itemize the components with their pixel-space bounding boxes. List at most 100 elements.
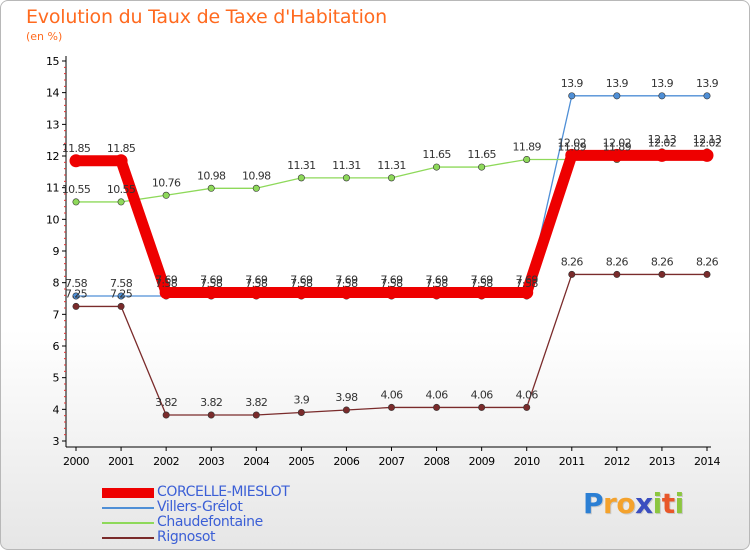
data-point-villers-gr-lot	[703, 92, 711, 100]
data-point-rignosot	[252, 411, 260, 419]
y-tick-label: 10	[46, 213, 59, 226]
y-tick-label: 15	[46, 55, 59, 68]
data-label-corcelle-mieslot: 11.85	[107, 142, 136, 155]
data-label-chaudefontaine: 11.89	[558, 140, 587, 153]
data-label-corcelle-mieslot: 7.69	[426, 273, 449, 286]
data-label-chaudefontaine: 11.31	[332, 159, 361, 172]
data-label-chaudefontaine: 10.55	[107, 183, 136, 196]
x-tick-label: 2011	[559, 455, 585, 468]
axes: 3 4 5 6 7 8 9 10 11 12 13 14 15 2000 2001 2002 2003 2004 2…	[46, 55, 721, 468]
data-point-chaudefontaine	[117, 198, 125, 206]
data-point-villers-gr-lot	[117, 292, 125, 300]
x-tick-label: 2009	[469, 455, 495, 468]
x-tick-label: 2001	[108, 455, 134, 468]
data-point-rignosot	[342, 406, 350, 414]
data-label-villers-gr-lot: 7.58	[290, 277, 313, 290]
logo-letter: i	[652, 487, 663, 520]
y-tick-label: 7	[53, 308, 60, 321]
data-point-rignosot	[72, 302, 80, 310]
y-tick-label: 5	[53, 372, 60, 385]
data-label-rignosot: 3.82	[200, 396, 222, 409]
data-point-corcelle-mieslot	[610, 148, 624, 162]
data-point-rignosot	[523, 403, 531, 411]
logo-letter: x	[635, 487, 653, 520]
data-label-corcelle-mieslot: 7.69	[335, 273, 358, 286]
y-tick-label: 3	[53, 435, 60, 448]
data-label-corcelle-mieslot: 7.69	[155, 273, 178, 286]
data-label-rignosot: 3.9	[294, 394, 310, 407]
data-point-corcelle-mieslot	[655, 148, 669, 162]
data-label-rignosot: 8.26	[651, 255, 674, 268]
data-point-rignosot	[207, 411, 215, 419]
data-label-corcelle-mieslot: 7.69	[200, 273, 223, 286]
logo-letter: P	[583, 487, 604, 520]
data-label-chaudefontaine: 11.31	[287, 159, 316, 172]
data-label-corcelle-mieslot: 11.85	[62, 142, 91, 155]
data-point-corcelle-mieslot	[204, 285, 218, 299]
legend-label: CORCELLE-MIESLOT	[157, 484, 290, 500]
data-label-corcelle-mieslot: 7.69	[471, 273, 494, 286]
data-label-rignosot: 4.06	[426, 388, 449, 401]
chart-title: Evolution du Taux de Taxe d'Habitation	[26, 6, 387, 28]
y-tick-label: 13	[46, 118, 59, 131]
data-point-corcelle-mieslot	[339, 285, 353, 299]
data-label-chaudefontaine: 11.65	[422, 148, 451, 161]
y-tick-label: 4	[53, 403, 60, 416]
data-point-rignosot	[568, 270, 576, 278]
data-point-corcelle-mieslot	[520, 285, 534, 299]
data-label-villers-gr-lot: 13.9	[696, 77, 719, 90]
data-point-corcelle-mieslot	[385, 285, 398, 299]
data-point-chaudefontaine	[433, 163, 441, 171]
data-label-villers-gr-lot: 7.58	[471, 277, 494, 290]
series-layer	[69, 92, 714, 419]
data-label-corcelle-mieslot: 12.02	[558, 136, 587, 149]
data-point-corcelle-mieslot	[249, 285, 263, 299]
data-point-chaudefontaine	[162, 191, 170, 199]
data-point-rignosot	[297, 408, 305, 416]
data-label-villers-gr-lot: 13.9	[651, 77, 674, 90]
legend-label: Chaudefontaine	[157, 514, 263, 530]
data-label-rignosot: 8.26	[696, 255, 719, 268]
proxiti-logo: Proxiti	[583, 487, 684, 520]
x-tick-label: 2004	[243, 455, 269, 468]
data-label-rignosot: 8.26	[606, 255, 629, 268]
data-point-corcelle-mieslot	[159, 285, 173, 299]
data-label-villers-gr-lot: 7.58	[516, 277, 539, 290]
data-label-corcelle-mieslot: 7.69	[516, 273, 539, 286]
data-label-villers-gr-lot: 7.58	[155, 277, 178, 290]
data-point-corcelle-mieslot	[69, 154, 83, 168]
y-tick-label: 14	[46, 87, 59, 100]
data-label-chaudefontaine: 12.13	[693, 133, 722, 146]
x-tick-label: 2007	[379, 455, 405, 468]
data-point-rignosot	[117, 302, 125, 310]
data-point-chaudefontaine	[523, 155, 531, 163]
legend-swatch	[102, 507, 154, 509]
data-point-chaudefontaine	[207, 184, 215, 192]
x-tick-label: 2012	[604, 455, 630, 468]
legend-label: Villers-Grélot	[157, 499, 243, 515]
data-label-villers-gr-lot: 7.58	[380, 277, 403, 290]
legend-label: Rignosot	[157, 529, 216, 545]
x-tick-label: 2010	[514, 455, 540, 468]
data-label-rignosot: 4.06	[380, 388, 403, 401]
data-point-chaudefontaine	[72, 198, 80, 206]
data-label-rignosot: 3.82	[245, 396, 267, 409]
data-label-corcelle-mieslot: 7.69	[380, 273, 403, 286]
y-tick-label: 6	[53, 340, 60, 353]
logo-letter: i	[674, 487, 685, 520]
data-point-chaudefontaine	[478, 163, 486, 171]
data-label-villers-gr-lot: 7.58	[200, 277, 223, 290]
data-label-corcelle-mieslot: 12.02	[693, 136, 722, 149]
data-label-corcelle-mieslot: 7.69	[245, 273, 268, 286]
x-tick-label: 2013	[649, 455, 675, 468]
data-label-rignosot: 7.25	[65, 287, 88, 300]
data-label-rignosot: 3.82	[155, 396, 177, 409]
data-point-villers-gr-lot	[658, 92, 666, 100]
data-point-rignosot	[162, 411, 170, 419]
data-point-villers-gr-lot	[568, 92, 576, 100]
x-tick-label: 2008	[424, 455, 450, 468]
legend-swatch	[102, 537, 154, 539]
data-point-villers-gr-lot	[613, 92, 621, 100]
data-label-rignosot: 3.98	[335, 391, 358, 404]
